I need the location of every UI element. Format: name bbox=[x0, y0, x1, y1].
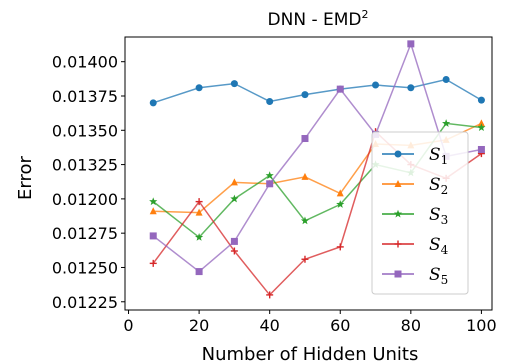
plot-frame bbox=[124, 36, 493, 311]
legend-label-subscript: 5 bbox=[441, 273, 449, 287]
x-tick-label: 0 bbox=[123, 316, 133, 335]
plot-area: 0 20 40 60 80 100 0.01225 0.01250 0.01275 0.01200… bbox=[52, 36, 497, 335]
data-point bbox=[477, 119, 485, 127]
data-point bbox=[266, 180, 274, 188]
data-point bbox=[301, 255, 309, 263]
data-point bbox=[336, 85, 344, 93]
legend-label: S3 bbox=[429, 205, 448, 227]
data-point bbox=[301, 135, 309, 143]
legend-label-symbol: S bbox=[429, 265, 441, 285]
legend-item: S3 bbox=[382, 205, 448, 227]
y-tick-label: 0.01375 bbox=[52, 87, 118, 106]
series-line bbox=[152, 78, 482, 104]
x-axis-label: Number of Hidden Units bbox=[202, 344, 419, 364]
data-point bbox=[149, 207, 157, 215]
legend-marker bbox=[393, 209, 403, 218]
data-point bbox=[195, 268, 203, 276]
legend-item: S5 bbox=[382, 265, 448, 287]
data-point bbox=[149, 259, 157, 267]
y-tick-label: 0.01250 bbox=[52, 258, 118, 277]
chart-title: DNN - EMD2 bbox=[268, 8, 369, 30]
legend-label-symbol: S bbox=[429, 175, 441, 195]
legend-label: S1 bbox=[429, 145, 448, 167]
data-point bbox=[195, 208, 203, 216]
legend-marker bbox=[394, 270, 402, 278]
legend-label: S2 bbox=[429, 175, 448, 197]
data-point bbox=[195, 84, 203, 92]
x-tick-label: 40 bbox=[260, 316, 280, 335]
legend-label-symbol: S bbox=[429, 145, 441, 165]
data-point bbox=[195, 198, 203, 206]
y-tick-label: 0.01400 bbox=[52, 53, 118, 72]
series-line bbox=[152, 41, 482, 273]
data-point bbox=[265, 171, 274, 180]
legend-label: S4 bbox=[429, 235, 449, 257]
data-point bbox=[442, 76, 450, 84]
x-tick-label: 100 bbox=[466, 316, 497, 335]
data-point bbox=[266, 291, 274, 299]
data-point bbox=[300, 216, 310, 225]
data-point bbox=[372, 81, 380, 89]
data-point bbox=[230, 237, 238, 245]
y-axis-label: Error bbox=[15, 155, 36, 199]
legend-label-subscript: 2 bbox=[441, 183, 449, 197]
data-point bbox=[301, 172, 309, 180]
data-point bbox=[442, 119, 451, 127]
y-tick-label: 0.01225 bbox=[52, 293, 118, 312]
data-point bbox=[266, 97, 274, 105]
data-point bbox=[336, 189, 344, 197]
legend-label: S5 bbox=[429, 265, 448, 287]
x-tick-label: 80 bbox=[401, 316, 421, 335]
data-point bbox=[477, 145, 485, 153]
legend-item: S2 bbox=[382, 175, 448, 197]
legend-box bbox=[371, 131, 469, 295]
x-tick-label: 60 bbox=[330, 316, 350, 335]
data-point bbox=[301, 91, 309, 99]
data-point bbox=[149, 197, 158, 206]
legend-marker bbox=[394, 180, 402, 187]
legend-label-subscript: 4 bbox=[441, 243, 449, 257]
data-point bbox=[477, 96, 485, 104]
legend-marker bbox=[394, 240, 402, 248]
data-point bbox=[149, 232, 157, 240]
data-point bbox=[230, 247, 238, 255]
data-point bbox=[477, 123, 486, 132]
legend-marker bbox=[394, 150, 402, 158]
y-tick-label: 0.01325 bbox=[52, 156, 118, 175]
legend-label-subscript: 3 bbox=[441, 213, 449, 227]
data-point bbox=[336, 200, 345, 208]
y-tick-label: 0.01200 bbox=[52, 190, 118, 209]
legend-label-subscript: 1 bbox=[441, 153, 449, 167]
data-point bbox=[195, 232, 204, 241]
chart-title-superscript: 2 bbox=[361, 8, 368, 21]
chart-title-main: DNN - EMD bbox=[268, 10, 362, 30]
legend-item: S1 bbox=[382, 145, 448, 167]
data-point bbox=[336, 243, 344, 251]
data-point bbox=[230, 178, 238, 186]
legend-item: S4 bbox=[382, 235, 449, 257]
data-point bbox=[230, 194, 239, 203]
y-tick-label: 0.01350 bbox=[52, 121, 118, 140]
x-tick-label: 20 bbox=[189, 316, 209, 335]
y-tick-label: 0.01275 bbox=[52, 224, 118, 243]
data-point bbox=[230, 80, 238, 88]
legend-label-symbol: S bbox=[429, 205, 441, 225]
data-point bbox=[407, 84, 415, 92]
series-s1 bbox=[149, 76, 485, 107]
data-point bbox=[149, 99, 157, 107]
legend-label-symbol: S bbox=[429, 235, 441, 255]
data-point bbox=[407, 40, 415, 48]
